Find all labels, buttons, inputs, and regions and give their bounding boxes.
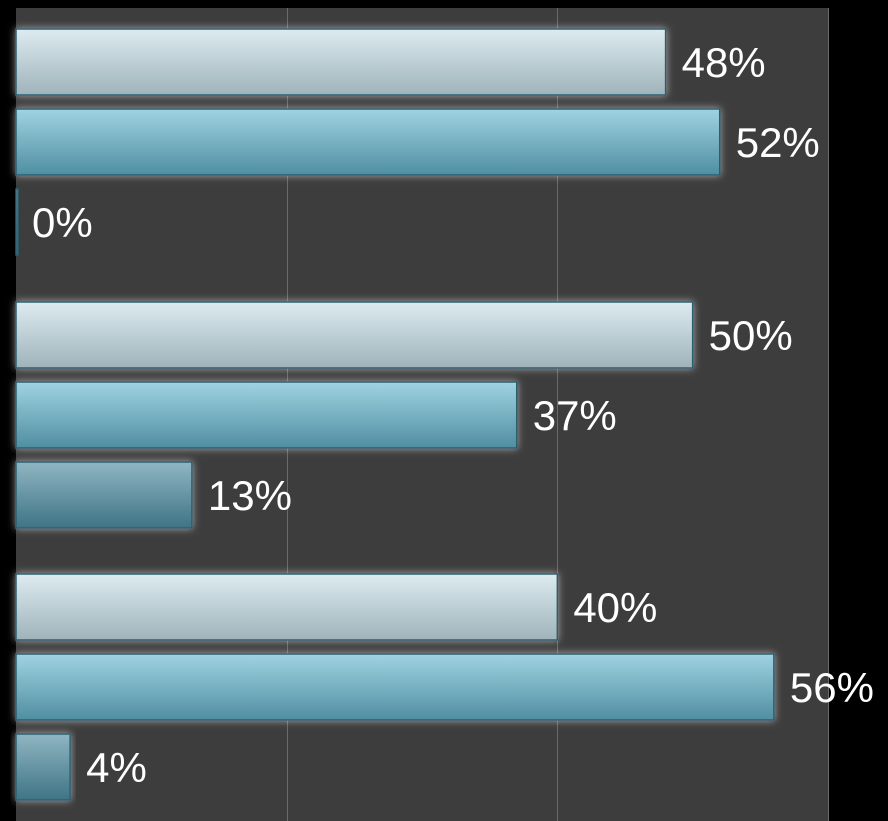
bar-value-label: 13%: [208, 472, 292, 519]
bar: [15, 573, 559, 641]
bar-value-label: 37%: [533, 392, 617, 439]
bar: [15, 301, 694, 369]
bar-value-label: 52%: [736, 119, 820, 166]
bar: [15, 653, 775, 721]
bar-value-label: 0%: [32, 199, 93, 246]
bar: [15, 381, 518, 449]
bar-value-label: 56%: [790, 664, 874, 711]
bar-value-label: 50%: [709, 312, 793, 359]
bar-value-label: 40%: [573, 584, 657, 631]
bar: [15, 108, 721, 176]
data-labels: 48% 52% 0% 50% 37% 13% 40% 56% 4%: [32, 39, 874, 791]
bars: [15, 28, 775, 801]
bar-value-label: 4%: [86, 744, 147, 791]
bar: [15, 28, 667, 96]
bar: [15, 188, 19, 256]
bar-value-label: 48%: [682, 39, 766, 86]
bar: [15, 461, 193, 529]
bar: [15, 733, 71, 801]
